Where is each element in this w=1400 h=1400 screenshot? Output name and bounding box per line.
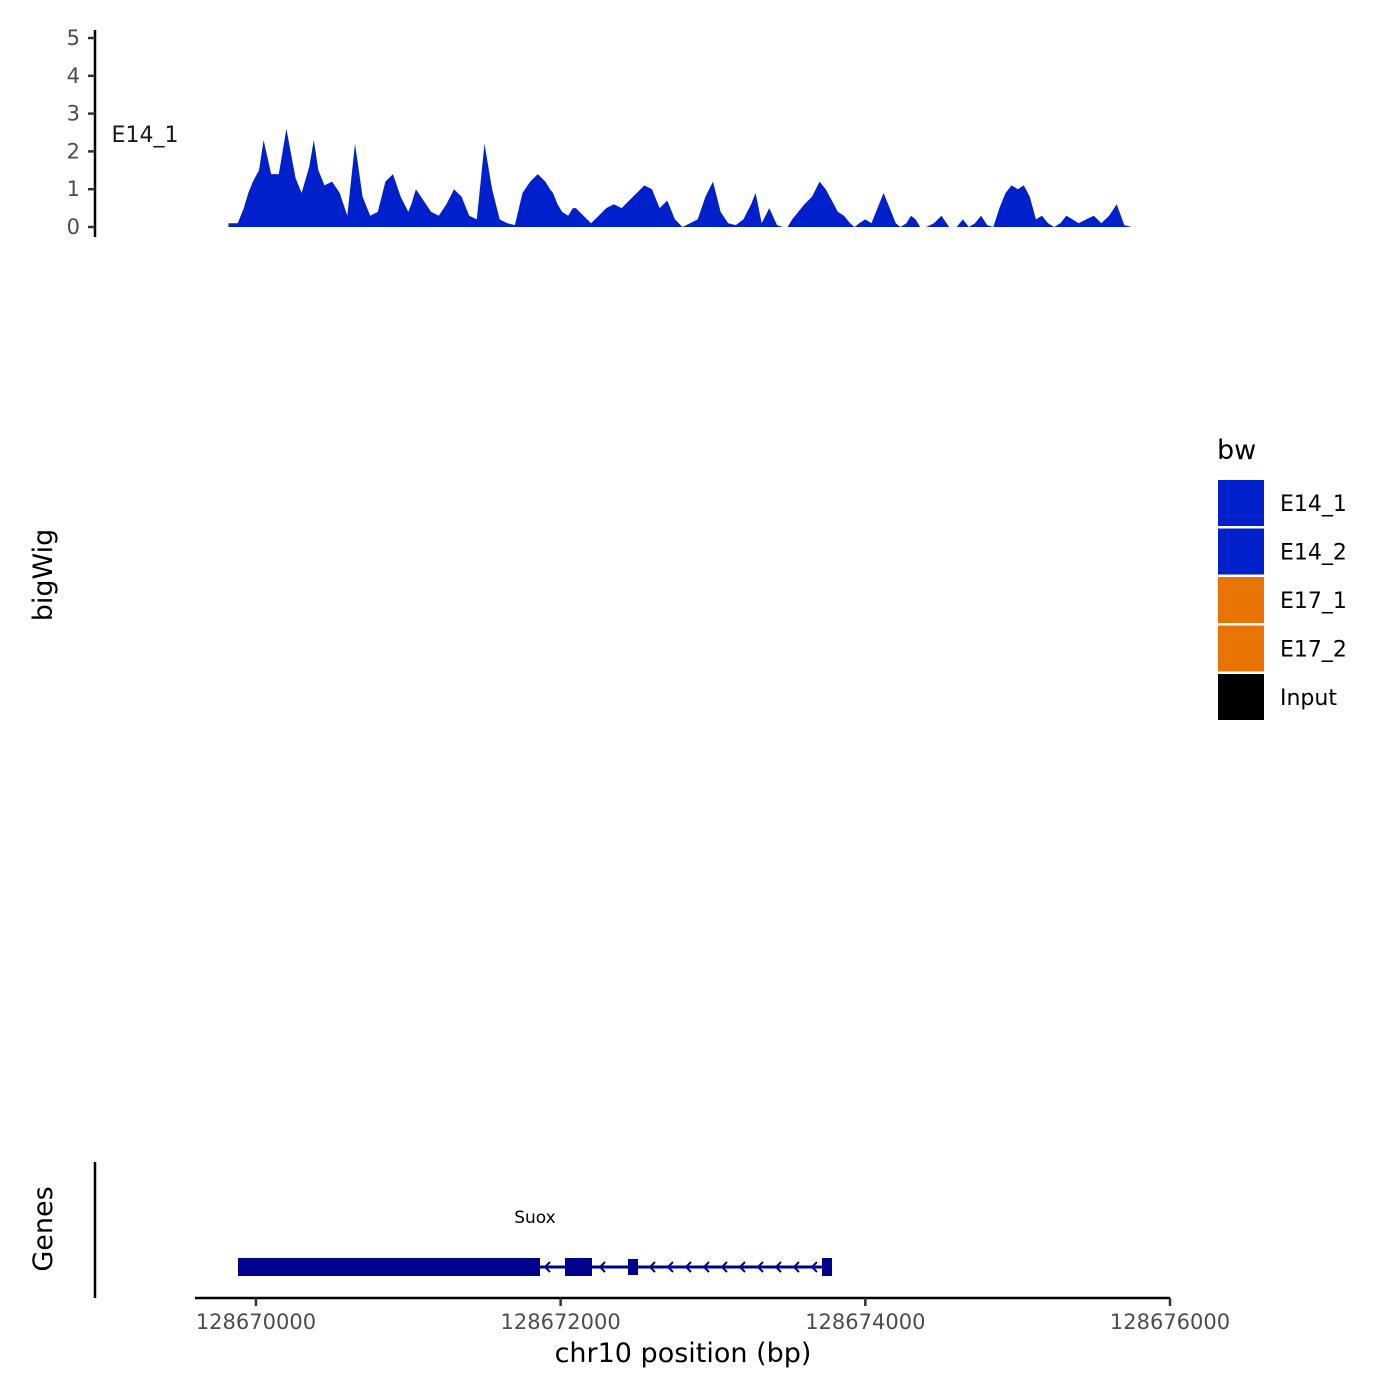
x-axis-title: chr10 position (bp) — [555, 1338, 812, 1369]
legend-title: bw — [1217, 435, 1256, 466]
strand-arrow-icon — [598, 1261, 606, 1273]
y-tick-label: 0 — [67, 215, 80, 239]
y-tick-label: 2 — [67, 139, 80, 163]
legend-swatch — [1218, 528, 1264, 575]
legend-swatch — [1218, 480, 1264, 526]
x-tick-label: 128676000 — [1110, 1310, 1230, 1334]
strand-arrow-icon — [810, 1261, 818, 1273]
legend-swatch — [1218, 674, 1264, 720]
track-E14_1: 0 1 2 3 4 5 E14_1 — [67, 26, 1152, 239]
legend-label: E17_2 — [1280, 638, 1347, 663]
gene-label: Suox — [514, 1208, 556, 1228]
strand-arrow-icon — [543, 1261, 551, 1273]
legend-label: E17_1 — [1280, 589, 1347, 614]
gene-exon — [628, 1259, 638, 1275]
y-axis-title: bigWig — [28, 529, 59, 622]
strand-arrow-icon — [774, 1261, 782, 1273]
gene-track-title: Genes — [28, 1186, 59, 1271]
legend-label: E14_1 — [1280, 492, 1347, 517]
track-label: E14_1 — [112, 123, 179, 148]
strand-arrow-icon — [756, 1261, 764, 1273]
track-panels: 0 1 2 3 4 5 E14_1 — [67, 26, 1152, 239]
strand-arrow-icon — [720, 1261, 728, 1273]
legend-swatch — [1218, 625, 1264, 672]
y-tick-label: 1 — [67, 177, 80, 201]
strand-arrow-icon — [648, 1261, 656, 1273]
strand-arrow-icon — [738, 1261, 746, 1273]
legend-label: E14_2 — [1280, 541, 1347, 566]
y-tick-label: 5 — [67, 26, 80, 50]
strand-arrow-icon — [666, 1261, 674, 1273]
x-tick-label: 128672000 — [501, 1310, 621, 1334]
gene-exon — [238, 1258, 540, 1276]
strand-arrow-icon — [792, 1261, 800, 1273]
legend: bw E14_1 E14_2 E17_1 E17_2 Input — [1217, 435, 1347, 720]
y-tick-label: 4 — [67, 64, 80, 88]
gene-exon — [565, 1258, 592, 1276]
x-axis-ticks: 128670000 128672000 128674000 128676000 — [196, 1298, 1230, 1334]
strand-arrow-icon — [684, 1261, 692, 1273]
gene-exon — [822, 1258, 832, 1276]
y-tick-label: 3 — [67, 102, 80, 126]
signal-area-E14_1 — [228, 128, 1152, 227]
x-tick-label: 128670000 — [196, 1310, 316, 1334]
legend-swatch — [1218, 577, 1264, 623]
legend-label: Input — [1280, 686, 1337, 711]
strand-arrow-icon — [702, 1261, 710, 1273]
gene-track: Suox — [238, 1208, 832, 1276]
x-tick-label: 128674000 — [805, 1310, 925, 1334]
